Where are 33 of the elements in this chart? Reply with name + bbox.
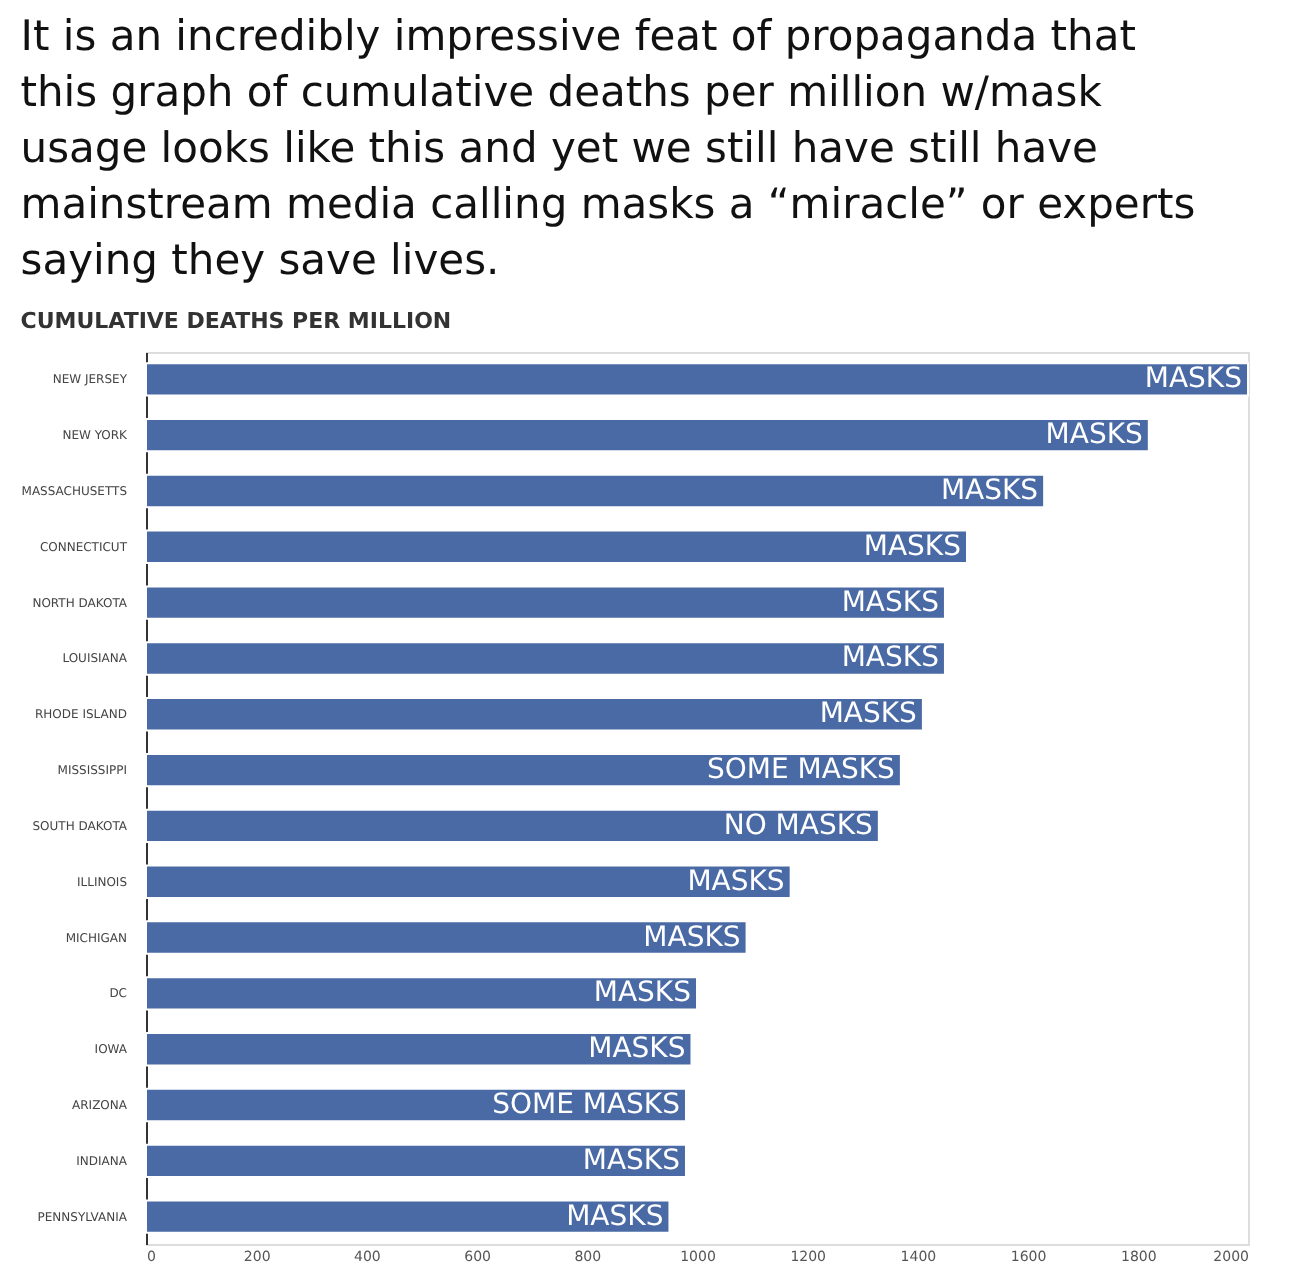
data-label: MASKS	[593, 977, 692, 1010]
data-label: MASKS	[841, 586, 940, 619]
data-label: MASKS	[841, 642, 940, 675]
data-label: SOME MASKS	[707, 754, 896, 787]
data-label: NO MASKS	[723, 809, 874, 842]
bar	[145, 417, 1150, 453]
bar	[145, 808, 880, 844]
bar	[145, 864, 792, 899]
data-label: MASKS	[643, 921, 741, 954]
bar	[145, 529, 968, 564]
bar	[145, 585, 946, 620]
bar	[145, 641, 946, 676]
bar	[145, 1143, 687, 1179]
data-label: MASKS	[1045, 419, 1144, 452]
data-label: MASKS	[819, 698, 918, 731]
bar	[145, 362, 1249, 397]
data-label: MASKS	[687, 865, 785, 898]
data-label: MASKS	[588, 1033, 686, 1066]
chart-title: It is an incredibly impressive feat of propaganda that this graph of cumulative deaths per million w/mask usage looks like this and yet we still have still have mainstream media calling masks a “miracle” or experts saying they save lives.	[20, 12, 1196, 284]
bar	[145, 752, 902, 788]
data-label: MASKS	[863, 530, 962, 563]
bar	[145, 473, 1046, 509]
bar	[145, 976, 698, 1011]
data-label: SOME MASKS	[492, 1089, 681, 1122]
data-label: MASKS	[940, 474, 1039, 507]
chart-subtitle: CUMULATIVE DEATHS PER MILLION	[20, 308, 452, 334]
bar	[145, 1199, 671, 1234]
bar	[145, 1032, 693, 1067]
bar	[145, 920, 748, 955]
bar	[145, 697, 924, 732]
data-label: MASKS	[582, 1144, 681, 1177]
data-label: MASKS	[566, 1200, 664, 1233]
data-label: MASKS	[1144, 363, 1243, 396]
